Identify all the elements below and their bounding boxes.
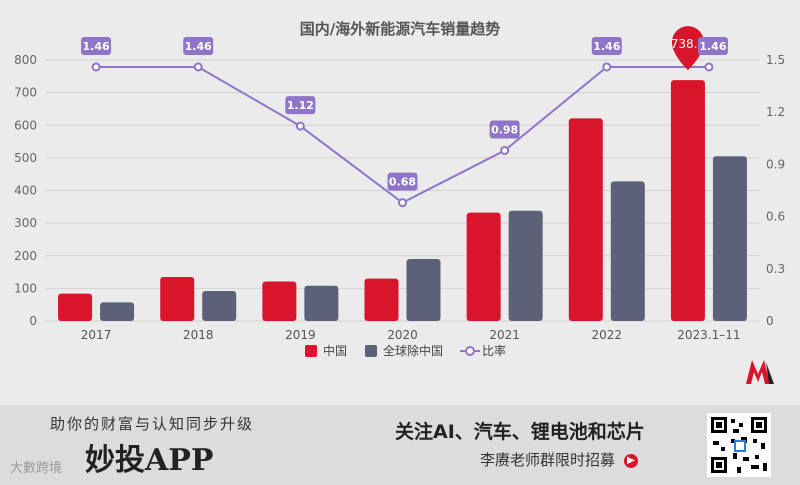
y-tick-right: 0.6 bbox=[766, 210, 785, 224]
y-tick-left: 800 bbox=[14, 53, 37, 67]
bar-china bbox=[364, 278, 399, 321]
legend-item: 比率 bbox=[460, 343, 506, 358]
ratio-label-box bbox=[697, 36, 728, 55]
ratio-label-box bbox=[183, 36, 214, 55]
y-tick-right: 0 bbox=[766, 314, 774, 328]
bar-china bbox=[466, 212, 501, 321]
legend-marker bbox=[465, 346, 475, 356]
chart-title: 国内/海外新能源汽车销量趋势 bbox=[300, 20, 500, 38]
bar-global-ex-china bbox=[610, 181, 645, 321]
ratio-point bbox=[91, 62, 101, 72]
bar-global-ex-china bbox=[100, 302, 135, 321]
x-tick-label: 2020 bbox=[387, 328, 418, 342]
ratio-point bbox=[602, 62, 612, 72]
ratio-point bbox=[193, 62, 203, 72]
y-tick-right: 0.9 bbox=[766, 157, 785, 171]
slogan-text: 助你的财富与认知同步升级 bbox=[50, 415, 255, 433]
promo-title: 关注AI、汽车、锂电池和芯片 bbox=[395, 421, 645, 443]
ratio-label-box bbox=[285, 96, 316, 115]
legend-item: 中国 bbox=[305, 343, 347, 358]
ratio-label: 0.98 bbox=[491, 123, 518, 136]
x-axis: 2017 2018 2019 2020 2021 2022 2023.1–11 bbox=[81, 328, 741, 342]
y-tick-right: 0.3 bbox=[766, 262, 785, 276]
legend-swatch bbox=[305, 345, 317, 357]
chart-svg: 国内/海外新能源汽车销量趋势 0 100 200 300 400 500 600 700 800… bbox=[14, 20, 785, 358]
ratio-line bbox=[91, 62, 714, 208]
y-tick-right: 1.5 bbox=[766, 53, 785, 67]
ratio-label-box bbox=[489, 120, 520, 139]
data-labels: 738.21.46 1.461.120.680.981.46 1.46 bbox=[81, 26, 728, 191]
ratio-label: 1.46 bbox=[593, 40, 620, 53]
y-tick-left: 500 bbox=[14, 151, 37, 165]
legend-label: 比率 bbox=[482, 343, 506, 358]
bar-global-ex-china bbox=[712, 156, 747, 321]
legend-label: 中国 bbox=[323, 343, 347, 358]
y-tick-left: 200 bbox=[14, 249, 37, 263]
ratio-point bbox=[704, 62, 714, 72]
ratio-label: 0.68 bbox=[389, 176, 416, 189]
ratio-point bbox=[500, 145, 510, 155]
bar-china bbox=[58, 293, 93, 321]
legend-swatch bbox=[365, 345, 377, 357]
app-promo: 助你的财富与认知同步升级 妙投APP 大數跨境 bbox=[10, 405, 380, 485]
ratio-label-box bbox=[81, 36, 112, 55]
x-tick-label: 2019 bbox=[285, 328, 316, 342]
bars bbox=[58, 80, 747, 322]
y-tick-left: 700 bbox=[14, 86, 37, 100]
y-tick-left: 100 bbox=[14, 281, 37, 295]
bar-global-ex-china bbox=[508, 210, 543, 321]
bar-china bbox=[568, 118, 603, 322]
watermark-text: 大數跨境 bbox=[10, 461, 63, 476]
legend-item: 全球除中国 bbox=[365, 343, 443, 358]
y-axis-left: 0 100 200 300 400 500 600 700 800 bbox=[14, 53, 37, 328]
bar-global-ex-china bbox=[406, 259, 441, 321]
legend: 中国 全球除中国 比率 bbox=[305, 343, 506, 358]
x-tick-label: 2018 bbox=[183, 328, 214, 342]
y-tick-left: 600 bbox=[14, 118, 37, 132]
qr-code-icon[interactable] bbox=[707, 413, 771, 477]
bar-china bbox=[160, 276, 195, 321]
miaotou-logo-icon bbox=[746, 360, 774, 384]
footer-banner: 助你的财富与认知同步升级 妙投APP 大數跨境 关注AI、汽车、锂电池和芯片 李… bbox=[0, 405, 800, 485]
ratio-label-box bbox=[591, 36, 622, 55]
x-tick-label: 2021 bbox=[489, 328, 520, 342]
promo-subtitle[interactable]: 李赓老师群限时招募 ▶ bbox=[480, 449, 638, 470]
highlight-pin bbox=[671, 26, 704, 71]
x-tick-label: 2017 bbox=[81, 328, 112, 342]
bar-china bbox=[262, 281, 297, 321]
bar-global-ex-china bbox=[202, 290, 237, 321]
app-name: 妙投APP bbox=[85, 443, 214, 478]
legend-label: 全球除中国 bbox=[383, 343, 443, 358]
ratio-label: 1.46 bbox=[699, 40, 726, 53]
bar-global-ex-china bbox=[304, 285, 339, 321]
y-tick-left: 300 bbox=[14, 216, 37, 230]
y-axis-right: 0 0.3 0.6 0.9 1.2 1.5 bbox=[766, 53, 785, 328]
ratio-label: 1.46 bbox=[83, 40, 110, 53]
ratio-label: 1.12 bbox=[287, 99, 314, 112]
y-tick-left: 0 bbox=[29, 314, 37, 328]
chart-area: 国内/海外新能源汽车销量趋势 0 100 200 300 400 500 600 700 800… bbox=[14, 20, 786, 384]
ratio-point bbox=[295, 121, 305, 131]
ratio-point bbox=[398, 198, 407, 208]
highlight-label: 738.2 bbox=[671, 37, 705, 51]
promo-subtitle-text: 李赓老师群限时招募 bbox=[480, 451, 616, 469]
ratio-label: 1.46 bbox=[185, 40, 212, 53]
ratio-label-box bbox=[387, 172, 418, 191]
x-tick-label: 2023.1–11 bbox=[677, 328, 740, 342]
y-tick-right: 1.2 bbox=[766, 105, 785, 119]
bar-china bbox=[670, 80, 705, 321]
arrow-right-circle-icon[interactable]: ▶ bbox=[623, 453, 638, 468]
y-tick-left: 400 bbox=[14, 184, 37, 198]
x-tick-label: 2022 bbox=[592, 328, 623, 342]
